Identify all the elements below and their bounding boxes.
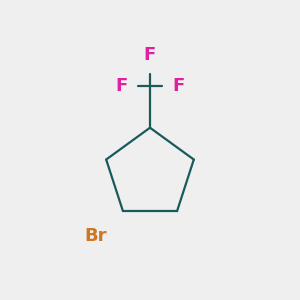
Text: F: F — [172, 77, 184, 95]
Text: Br: Br — [84, 227, 106, 245]
Text: F: F — [116, 77, 128, 95]
Text: F: F — [144, 46, 156, 64]
